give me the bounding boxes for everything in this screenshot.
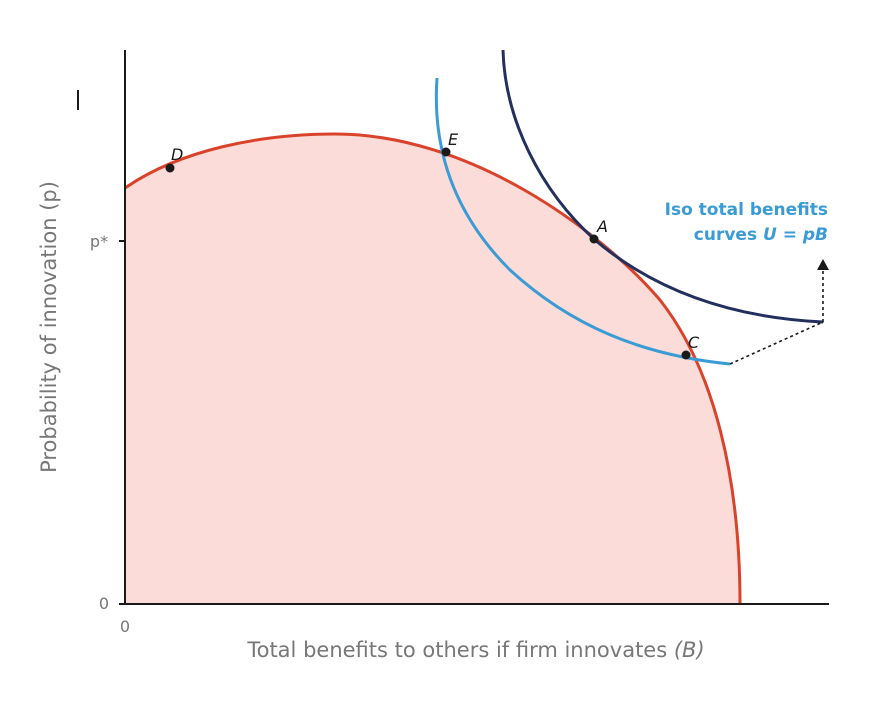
iso-curves-label-line1: Iso total benefits: [665, 200, 828, 220]
point-e-marker: [441, 147, 451, 157]
iso-curves-label-formula: U = pB: [763, 225, 828, 245]
point-e-label: E: [448, 130, 459, 149]
iso-curves-label-line2: curves U = pB: [694, 225, 828, 245]
y-axis-title: Probability of innovation (p): [37, 181, 61, 473]
y-tick-label-pstar: p*: [90, 232, 108, 251]
point-a-marker: [589, 234, 599, 244]
iso-curves-label-prefix: curves: [694, 225, 763, 245]
x-tick-label-origin: 0: [120, 617, 130, 636]
point-c-marker: [681, 350, 691, 360]
curve-label-pointer: [729, 268, 824, 365]
point-c-label: C: [688, 333, 700, 352]
pointer-arrowhead: [817, 259, 829, 270]
point-d-marker: [165, 163, 175, 173]
x-axis-title: Total benefits to others if firm innovat…: [246, 638, 704, 662]
x-axis-title-text: Total benefits to others if firm innovat…: [246, 638, 674, 662]
point-a-label: A: [596, 217, 608, 236]
feasible-region: [125, 134, 740, 604]
point-d-label: D: [171, 145, 183, 164]
iso-benefit-curve-low: [434, 77, 731, 366]
y-tick-label-origin: 0: [99, 594, 109, 613]
x-axis-title-variable: (B): [674, 638, 705, 662]
innovation-frontier-curve: [124, 132, 742, 605]
